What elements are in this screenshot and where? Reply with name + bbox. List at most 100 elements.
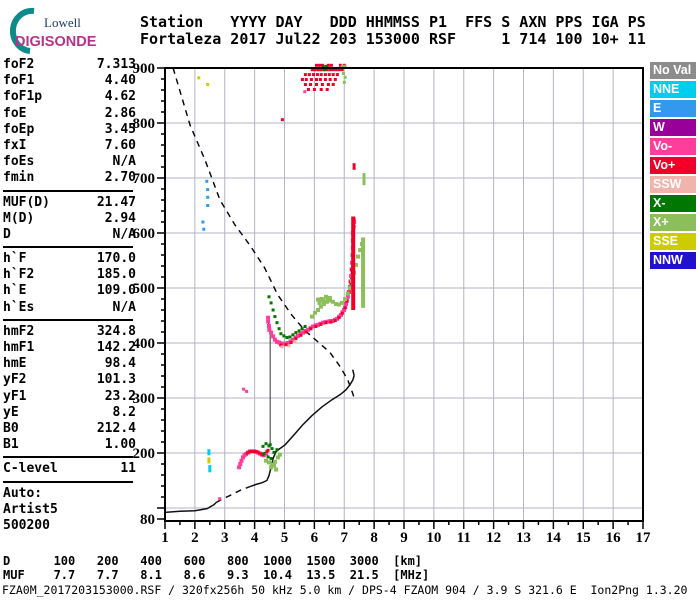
header-values-line: Fortaleza 2017 Jul22 203 153000 RSF 1 71…: [140, 30, 646, 48]
panel-separator: [3, 189, 133, 192]
profile-gap: [215, 485, 251, 504]
param-row-fof1: foF1 4.40: [3, 73, 136, 89]
legend-item-ssw: SSW: [650, 176, 696, 193]
param-label: h`F2: [3, 267, 35, 283]
param-row-d: D N/A: [3, 227, 136, 243]
profile-peak-tail: [349, 365, 355, 376]
spread-f-cluster-pink: [303, 90, 307, 94]
x-axis-label: 5: [281, 530, 289, 546]
y-axis-label: 600: [133, 226, 156, 242]
x-axis-label: 7: [341, 530, 349, 546]
spread-f-cluster-light-green: [340, 64, 347, 84]
param-value: 142.2: [96, 340, 136, 355]
legend-item-sse: SSE: [650, 233, 696, 250]
param-value: N/A: [112, 226, 136, 242]
x-axis-label: 4: [251, 530, 259, 546]
x-axis-label: 9: [400, 530, 408, 546]
y-axis-label: 300: [133, 391, 156, 407]
param-row-fxi: fxI 7.60: [3, 138, 136, 154]
x-axis-label: 12: [486, 530, 501, 546]
param-value: 3.45: [104, 121, 136, 137]
y-axis-label: 900: [133, 61, 156, 77]
param-value: 2.70: [104, 170, 136, 186]
param-label: fmin: [3, 170, 35, 186]
param-label: foF1p: [3, 89, 43, 105]
param-value: 11: [120, 461, 136, 477]
y-axis-label: 400: [133, 336, 156, 352]
param-row-hf2: h`F2 185.0: [3, 267, 136, 283]
legend-item-nnw: NNW: [650, 252, 696, 269]
header-block: Station YYYY DAY DDD HHMMSS P1 FFS S AXN…: [140, 14, 646, 48]
param-row-yf1: yF1 23.2: [3, 389, 136, 405]
param-label: foF1: [3, 73, 35, 89]
param-label: h`E: [3, 283, 27, 299]
param-value: 4.40: [104, 73, 136, 89]
fxi-asymptote: [361, 237, 366, 308]
panel-separator: [3, 318, 133, 321]
param-row-foep: foEp 3.45: [3, 122, 136, 138]
autoscaling-info-line: Auto:: [3, 485, 43, 501]
muf-transmission-curve: [172, 67, 356, 400]
param-row-hmf1: hmF1 142.2: [3, 340, 136, 356]
spread-f-cluster-dark-green: [321, 64, 328, 72]
param-label: foEp: [3, 121, 35, 137]
logo-lowell-text: Lowell: [44, 15, 81, 30]
autoscaling-info-line: 500200: [3, 517, 50, 533]
panel-separator: [3, 246, 133, 249]
param-value: 8.2: [112, 404, 136, 420]
fof2-asymptote: [351, 216, 356, 310]
param-label: hmE: [3, 356, 27, 372]
param-label: B0: [3, 420, 19, 436]
logo-arc: [9, 7, 35, 54]
cyan-dash-low-1: [207, 449, 211, 456]
footer-info-line: FZA0M_2017203153000.RSF / 320fx256h 50 k…: [2, 583, 688, 597]
x-axis-label: 13: [516, 530, 531, 546]
param-value: 2.94: [104, 210, 136, 226]
x-axis-label: 11: [457, 530, 471, 546]
param-value: 7.60: [104, 137, 136, 153]
param-value: 23.2: [104, 388, 136, 404]
scatter-pink-misc: [218, 387, 249, 501]
red-dash-700km: [352, 163, 356, 170]
param-label: yF2: [3, 372, 27, 388]
param-value: 170.0: [96, 251, 136, 267]
param-row-fof1p: foF1p 4.62: [3, 89, 136, 105]
param-value: 21.47: [96, 194, 136, 210]
param-row-fof2: foF2 7.313: [3, 57, 136, 73]
param-row-mufd: MUF(D) 21.47: [3, 195, 136, 211]
param-value: 2.86: [104, 105, 136, 121]
param-label: D: [3, 226, 11, 242]
legend-item-w: W: [650, 119, 696, 136]
x-axis-label: 2: [191, 530, 199, 546]
param-label: hmF2: [3, 323, 35, 339]
x-axis-label: 6: [311, 530, 319, 546]
scatter-blue-column: [201, 179, 210, 231]
param-row-ye: yE 8.2: [3, 405, 136, 421]
param-row-foes: foEs N/A: [3, 154, 136, 170]
f2-trace-salmon: [280, 339, 297, 349]
param-value: 101.3: [96, 372, 136, 388]
f2-x-trace-light-green: [310, 242, 364, 319]
param-label: foEs: [3, 154, 35, 170]
y-axis-label: 500: [133, 281, 156, 297]
panel-separator: [3, 456, 133, 459]
y-axis-label: 200: [133, 446, 156, 462]
legend-item-e: E: [650, 100, 696, 117]
legend-item-vo+: Vo+: [650, 157, 696, 174]
ionogram-plot-area: 1 2 3 4 5 6 7 8 9 10 11 12 13 14 15 16 17 900 800 700 600 500…: [120, 50, 700, 550]
scatter-yellow: [197, 76, 210, 86]
profile-main: [249, 375, 355, 488]
param-label: MUF(D): [3, 194, 50, 210]
param-row-hmf2: hmF2 324.8: [3, 324, 136, 340]
legend-item-noval: No Val: [650, 62, 696, 79]
profile-bottom: [164, 501, 217, 514]
x-axis-label: 10: [426, 530, 441, 546]
param-label: yF1: [3, 388, 27, 404]
param-row-hes: h`Es N/A: [3, 300, 136, 316]
param-label: M(D): [3, 210, 35, 226]
x-axis-label: 16: [606, 530, 622, 546]
green-dash-700km: [362, 173, 366, 186]
param-label: fxI: [3, 137, 27, 153]
param-value: 98.4: [104, 356, 136, 372]
